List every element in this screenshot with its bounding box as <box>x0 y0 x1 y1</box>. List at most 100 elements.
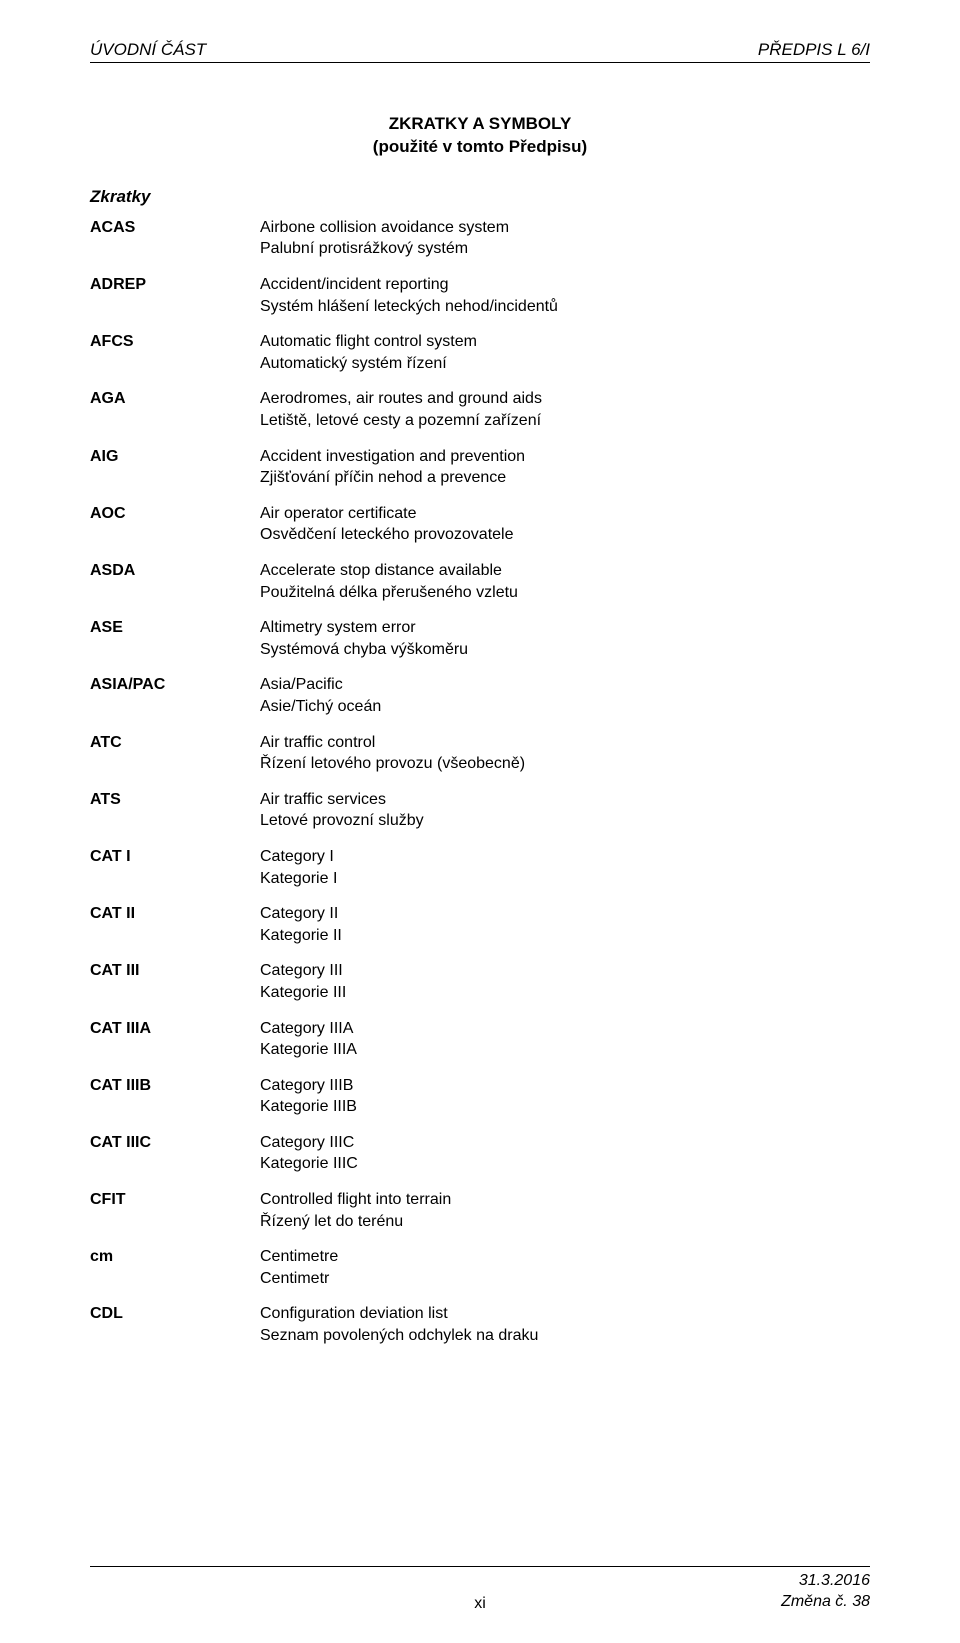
abbr-en: Air traffic control <box>260 732 870 754</box>
abbr-definition: Accelerate stop distance availablePoužit… <box>260 560 870 603</box>
abbr-en: Category IIIA <box>260 1018 870 1040</box>
abbr-row: AGAAerodromes, air routes and ground aid… <box>90 388 870 431</box>
abbr-definition: Category IIIAKategorie IIIA <box>260 1018 870 1061</box>
abbr-cs: Kategorie IIIC <box>260 1153 870 1175</box>
abbr-row: CAT IIIACategory IIIAKategorie IIIA <box>90 1018 870 1061</box>
header-right: PŘEDPIS L 6/I <box>758 40 870 60</box>
abbr-en: Configuration deviation list <box>260 1303 870 1325</box>
abbr-code: CAT II <box>90 903 260 925</box>
abbr-en: Accident/incident reporting <box>260 274 870 296</box>
abbr-code: AIG <box>90 446 260 468</box>
abbr-cs: Centimetr <box>260 1268 870 1290</box>
abbr-code: AGA <box>90 388 260 410</box>
abbr-cs: Řízený let do terénu <box>260 1211 870 1233</box>
abbr-code: CDL <box>90 1303 260 1325</box>
abbr-definition: Air operator certificateOsvědčení leteck… <box>260 503 870 546</box>
page-header: ÚVODNÍ ČÁST PŘEDPIS L 6/I <box>90 40 870 63</box>
abbr-code: ADREP <box>90 274 260 296</box>
abbr-definition: Accident/incident reportingSystém hlášen… <box>260 274 870 317</box>
abbr-row: ATCAir traffic controlŘízení letového pr… <box>90 732 870 775</box>
abbr-cs: Palubní protisrážkový systém <box>260 238 870 260</box>
abbr-row: ASDAAccelerate stop distance availablePo… <box>90 560 870 603</box>
abbr-en: Centimetre <box>260 1246 870 1268</box>
abbr-code: ASIA/PAC <box>90 674 260 696</box>
abbr-row: ASEAltimetry system errorSystémová chyba… <box>90 617 870 660</box>
abbr-code: AOC <box>90 503 260 525</box>
abbr-en: Air operator certificate <box>260 503 870 525</box>
abbr-definition: Air traffic controlŘízení letového provo… <box>260 732 870 775</box>
abbr-code: ASE <box>90 617 260 639</box>
abbr-code: CAT IIIB <box>90 1075 260 1097</box>
abbr-code: CFIT <box>90 1189 260 1211</box>
section-label: Zkratky <box>90 187 870 207</box>
abbr-en: Airbone collision avoidance system <box>260 217 870 239</box>
abbr-row: CAT IIICategory IIIKategorie III <box>90 960 870 1003</box>
abbr-en: Category IIIB <box>260 1075 870 1097</box>
abbr-cs: Kategorie III <box>260 982 870 1004</box>
abbr-cs: Automatický systém řízení <box>260 353 870 375</box>
abbr-definition: CentimetreCentimetr <box>260 1246 870 1289</box>
header-left: ÚVODNÍ ČÁST <box>90 40 206 60</box>
abbr-row: CFITControlled flight into terrainŘízený… <box>90 1189 870 1232</box>
page: ÚVODNÍ ČÁST PŘEDPIS L 6/I ZKRATKY A SYMB… <box>0 0 960 1643</box>
abbr-en: Category II <box>260 903 870 925</box>
title-line2: (použité v tomto Předpisu) <box>90 136 870 159</box>
abbreviation-list: ACASAirbone collision avoidance systemPa… <box>90 217 870 1347</box>
abbr-code: ATS <box>90 789 260 811</box>
abbr-definition: Configuration deviation listSeznam povol… <box>260 1303 870 1346</box>
abbr-definition: Category IIIBKategorie IIIB <box>260 1075 870 1118</box>
abbr-definition: Aerodromes, air routes and ground aidsLe… <box>260 388 870 431</box>
abbr-en: Category IIIC <box>260 1132 870 1154</box>
abbr-en: Accelerate stop distance available <box>260 560 870 582</box>
abbr-en: Category I <box>260 846 870 868</box>
abbr-definition: Asia/PacificAsie/Tichý oceán <box>260 674 870 717</box>
title-block: ZKRATKY A SYMBOLY (použité v tomto Předp… <box>90 113 870 159</box>
abbr-en: Altimetry system error <box>260 617 870 639</box>
abbr-definition: Category IIICKategorie IIIC <box>260 1132 870 1175</box>
abbr-cs: Řízení letového provozu (všeobecně) <box>260 753 870 775</box>
abbr-cs: Kategorie I <box>260 868 870 890</box>
abbr-row: ADREPAccident/incident reportingSystém h… <box>90 274 870 317</box>
abbr-en: Automatic flight control system <box>260 331 870 353</box>
abbr-definition: Category IKategorie I <box>260 846 870 889</box>
abbr-row: ACASAirbone collision avoidance systemPa… <box>90 217 870 260</box>
footer-date: 31.3.2016 <box>781 1571 870 1592</box>
abbr-code: cm <box>90 1246 260 1268</box>
abbr-definition: Altimetry system errorSystémová chyba vý… <box>260 617 870 660</box>
title-line1: ZKRATKY A SYMBOLY <box>90 113 870 136</box>
abbr-code: ACAS <box>90 217 260 239</box>
abbr-en: Air traffic services <box>260 789 870 811</box>
abbr-row: AFCSAutomatic flight control systemAutom… <box>90 331 870 374</box>
abbr-row: CAT IIICCategory IIICKategorie IIIC <box>90 1132 870 1175</box>
page-footer: xi 31.3.2016 Změna č. 38 <box>90 1566 870 1613</box>
abbr-code: CAT IIIC <box>90 1132 260 1154</box>
abbr-en: Controlled flight into terrain <box>260 1189 870 1211</box>
abbr-cs: Systémová chyba výškoměru <box>260 639 870 661</box>
abbr-row: ATSAir traffic servicesLetové provozní s… <box>90 789 870 832</box>
abbr-code: CAT I <box>90 846 260 868</box>
abbr-row: CAT IIIBCategory IIIBKategorie IIIB <box>90 1075 870 1118</box>
abbr-row: CAT IICategory IIKategorie II <box>90 903 870 946</box>
abbr-en: Accident investigation and prevention <box>260 446 870 468</box>
abbr-definition: Accident investigation and preventionZji… <box>260 446 870 489</box>
abbr-row: ASIA/PACAsia/PacificAsie/Tichý oceán <box>90 674 870 717</box>
abbr-row: CDLConfiguration deviation listSeznam po… <box>90 1303 870 1346</box>
abbr-definition: Category IIKategorie II <box>260 903 870 946</box>
abbr-definition: Automatic flight control systemAutomatic… <box>260 331 870 374</box>
abbr-cs: Osvědčení leteckého provozovatele <box>260 524 870 546</box>
abbr-code: AFCS <box>90 331 260 353</box>
abbr-en: Category III <box>260 960 870 982</box>
abbr-row: CAT ICategory IKategorie I <box>90 846 870 889</box>
footer-change: Změna č. 38 <box>781 1592 870 1613</box>
abbr-en: Aerodromes, air routes and ground aids <box>260 388 870 410</box>
abbr-cs: Letové provozní služby <box>260 810 870 832</box>
abbr-row: AIGAccident investigation and prevention… <box>90 446 870 489</box>
abbr-definition: Category IIIKategorie III <box>260 960 870 1003</box>
footer-page-number: xi <box>474 1595 486 1613</box>
abbr-row: cmCentimetreCentimetr <box>90 1246 870 1289</box>
abbr-row: AOCAir operator certificateOsvědčení let… <box>90 503 870 546</box>
abbr-cs: Zjišťování příčin nehod a prevence <box>260 467 870 489</box>
abbr-cs: Kategorie IIIB <box>260 1096 870 1118</box>
abbr-code: ATC <box>90 732 260 754</box>
footer-right: 31.3.2016 Změna č. 38 <box>781 1571 870 1613</box>
